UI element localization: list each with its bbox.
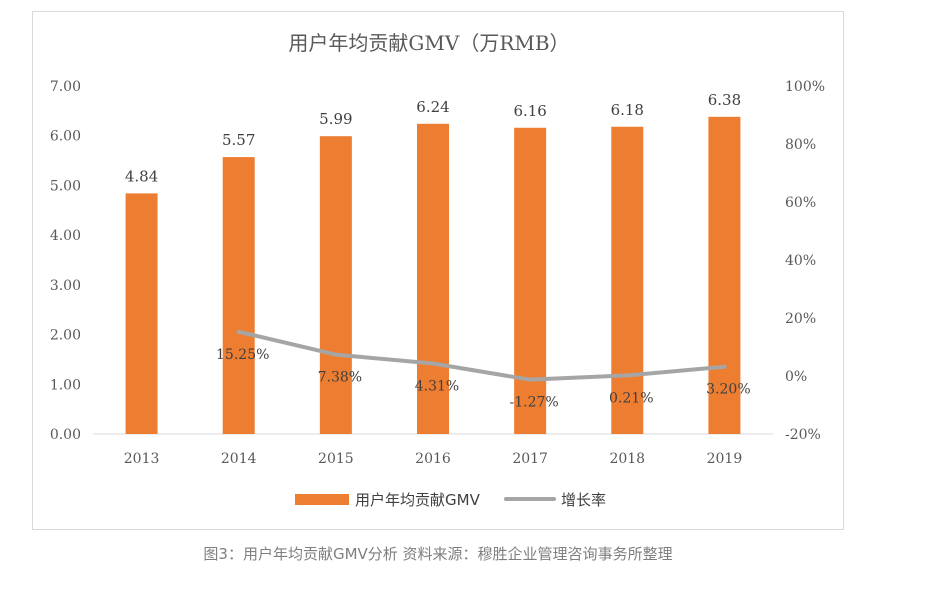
bar-value-label: 6.18 [611,101,644,119]
bar-value-label: 5.57 [222,131,255,149]
growth-rate-point [236,329,241,334]
growth-rate-point [431,361,435,366]
y-left-tick-label: 0.00 [50,427,81,443]
bar-value-label: 6.16 [513,102,546,120]
bar-2015 [319,136,352,434]
y-right-tick-label: -20% [785,427,821,443]
bar-2018 [611,126,644,434]
bar-value-label: 6.38 [708,91,741,109]
figure-caption: 图3：用户年均贡献GMV分析 资料来源：穆胜企业管理咨询事务所整理 [203,545,673,563]
bar-2014 [222,157,255,434]
growth-rate-label: -1.27% [510,395,559,411]
y-right-tick-label: 60% [785,195,816,211]
x-tick-label: 2016 [415,451,451,467]
legend-swatch-gmv [295,494,349,505]
bar-2016 [417,123,449,434]
x-tick-label: 2017 [512,451,548,467]
legend-label-gmv: 用户年均贡献GMV [355,491,481,509]
growth-rate-label: 7.38% [318,370,362,386]
x-tick-label: 2013 [124,451,160,467]
y-right-tick-label: 20% [785,311,816,327]
y-right-tick-label: 80% [785,137,816,153]
y-left-tick-label: 7.00 [50,79,81,95]
chart-title: 用户年均贡献GMV（万RMB） [288,31,569,55]
bar-value-label: 6.24 [416,98,449,116]
chart: 用户年均贡献GMV（万RMB） 0.00 1.00 2.00 3.00 4.00 5.00… [50,31,825,509]
growth-rate-point [722,364,727,369]
x-tick-label: 2018 [609,451,645,467]
legend-label-growth: 增长率 [561,491,606,509]
growth-rate-point [528,377,533,382]
x-tick-label: 2014 [221,451,257,467]
growth-rate-line [236,329,727,382]
growth-rate-point [625,373,630,378]
bar-2013 [125,193,158,434]
y-left-tick-label: 5.00 [50,178,81,194]
growth-rate-label: 0.21% [609,390,653,406]
y-right-tick-label: 40% [785,253,816,269]
x-tick-label: 2015 [318,451,354,467]
bar-value-label: 5.99 [319,110,352,128]
y-left-tick-label: 2.00 [50,328,81,344]
x-tick-label: 2019 [707,451,743,467]
y-right-tick-label: 0% [785,369,807,385]
growth-rate-label: 15.25% [216,347,269,363]
bar-2017 [514,127,547,434]
y-left-tick-label: 6.00 [50,129,81,145]
y-left-tick-label: 1.00 [50,377,81,393]
bar-value-label: 4.84 [125,167,158,185]
y-left-tick-label: 3.00 [50,278,81,294]
growth-rate-label: 4.31% [415,379,459,395]
chart-frame: 用户年均贡献GMV（万RMB） 0.00 1.00 2.00 3.00 4.00 5.00… [32,11,844,530]
growth-rate-point [333,352,338,357]
bar-2019 [708,116,741,434]
y-left-tick-label: 4.00 [50,228,81,244]
y-right-tick-label: 100% [785,79,825,95]
growth-rate-label: 3.20% [706,382,750,398]
